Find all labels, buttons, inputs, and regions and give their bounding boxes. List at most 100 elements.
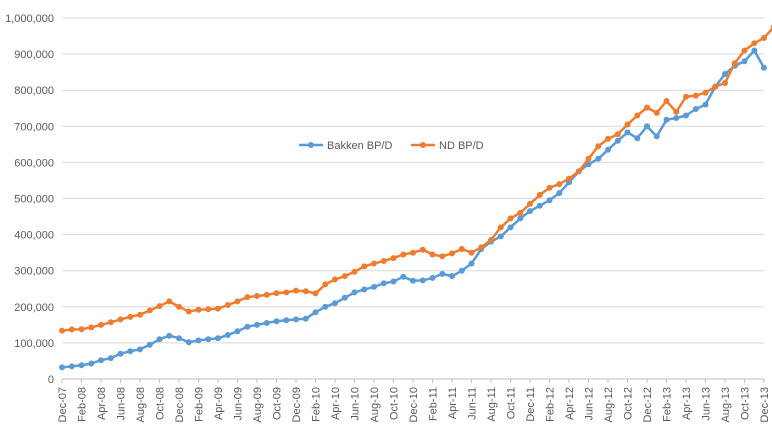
legend-swatch-marker xyxy=(308,142,314,148)
data-point xyxy=(185,308,192,315)
x-tick-label: Aug-09 xyxy=(252,387,264,422)
data-point xyxy=(341,294,348,301)
data-point xyxy=(361,263,368,270)
data-point xyxy=(273,290,280,297)
data-point xyxy=(244,323,251,330)
x-tick-label: Dec-07 xyxy=(57,387,69,422)
x-tick-label: Jun-10 xyxy=(350,387,362,421)
data-point xyxy=(585,155,592,162)
data-point xyxy=(488,237,494,243)
data-point xyxy=(380,280,387,287)
data-point xyxy=(234,328,241,335)
data-point xyxy=(692,92,699,99)
data-point xyxy=(78,362,85,369)
data-point xyxy=(156,336,163,343)
data-point xyxy=(59,327,65,334)
data-point xyxy=(702,89,709,96)
data-point xyxy=(390,278,397,285)
data-point xyxy=(332,276,338,283)
data-point xyxy=(683,112,689,119)
data-point xyxy=(683,93,689,100)
x-tick-label: Jun-12 xyxy=(584,387,596,421)
data-point xyxy=(644,123,650,130)
x-tick-label: Apr-12 xyxy=(564,387,576,420)
x-tick-label: Feb-10 xyxy=(311,387,323,422)
data-point xyxy=(166,332,173,339)
data-point xyxy=(731,60,738,67)
x-tick-label: Apr-09 xyxy=(213,387,225,420)
y-tick-label: 400,000 xyxy=(14,230,54,242)
data-point xyxy=(614,137,621,144)
x-tick-label: Apr-11 xyxy=(447,387,459,419)
x-tick-label: Oct-12 xyxy=(623,387,635,420)
data-point xyxy=(371,283,377,290)
data-point xyxy=(761,64,767,71)
series-1 xyxy=(59,24,772,334)
data-point xyxy=(224,302,231,308)
data-point xyxy=(458,267,465,274)
data-point xyxy=(507,224,514,231)
y-tick-label: 900,000 xyxy=(14,49,54,61)
legend: Bakken BP/D ND BP/D xyxy=(299,140,484,152)
data-point xyxy=(761,34,767,41)
x-tick-label: Dec-09 xyxy=(291,387,303,422)
data-point xyxy=(653,133,660,140)
data-point xyxy=(605,135,611,142)
data-point xyxy=(244,294,251,301)
data-point xyxy=(166,298,173,305)
data-point xyxy=(400,273,407,280)
x-tick-label: Oct-13 xyxy=(740,387,752,420)
data-point xyxy=(634,112,641,119)
data-point xyxy=(312,309,319,316)
data-point xyxy=(634,135,641,142)
data-point xyxy=(546,197,553,204)
data-point xyxy=(536,191,543,198)
x-tick-label: Jun-13 xyxy=(701,387,713,421)
data-point xyxy=(146,307,153,314)
data-point xyxy=(575,168,582,175)
data-point xyxy=(497,233,504,240)
data-point xyxy=(722,80,728,86)
data-point xyxy=(595,143,602,150)
legend-item: ND BP/D xyxy=(411,140,484,152)
data-point xyxy=(380,258,387,264)
data-point xyxy=(215,305,221,312)
data-point xyxy=(254,321,260,328)
y-tick-label: 1,000,000 xyxy=(5,13,54,25)
data-point xyxy=(449,273,455,280)
data-point xyxy=(536,202,543,209)
data-point xyxy=(195,337,202,344)
data-point xyxy=(205,336,212,343)
data-point xyxy=(283,289,290,296)
x-tick-label: Aug-12 xyxy=(603,387,615,422)
data-point xyxy=(137,311,143,318)
data-point xyxy=(88,324,95,331)
data-point xyxy=(400,251,407,258)
data-point xyxy=(98,321,104,328)
legend-swatch-marker xyxy=(420,142,426,148)
data-point xyxy=(224,332,231,338)
series-line xyxy=(61,27,772,332)
data-point xyxy=(117,350,124,357)
data-point xyxy=(702,101,709,108)
data-point xyxy=(419,246,426,253)
data-point xyxy=(322,303,329,310)
data-point xyxy=(185,339,192,346)
y-axis-tick-labels: 0 100,000 200,000 300,000 400,000 500,000 600,… xyxy=(5,13,54,386)
y-tick-label: 800,000 xyxy=(14,85,54,97)
data-point xyxy=(302,288,309,295)
data-point xyxy=(283,317,290,324)
y-tick-label: 100,000 xyxy=(14,338,54,350)
data-point xyxy=(127,348,134,355)
data-point xyxy=(663,116,670,123)
y-tick-label: 500,000 xyxy=(14,194,54,206)
x-tick-label: Aug-08 xyxy=(135,387,147,422)
x-tick-label: Jun-11 xyxy=(467,387,479,420)
x-tick-label: Feb-12 xyxy=(545,387,557,422)
gridlines xyxy=(62,17,764,380)
y-tick-label: 0 xyxy=(48,374,54,386)
data-point xyxy=(302,315,309,322)
data-point xyxy=(751,40,758,47)
data-point xyxy=(546,184,553,191)
